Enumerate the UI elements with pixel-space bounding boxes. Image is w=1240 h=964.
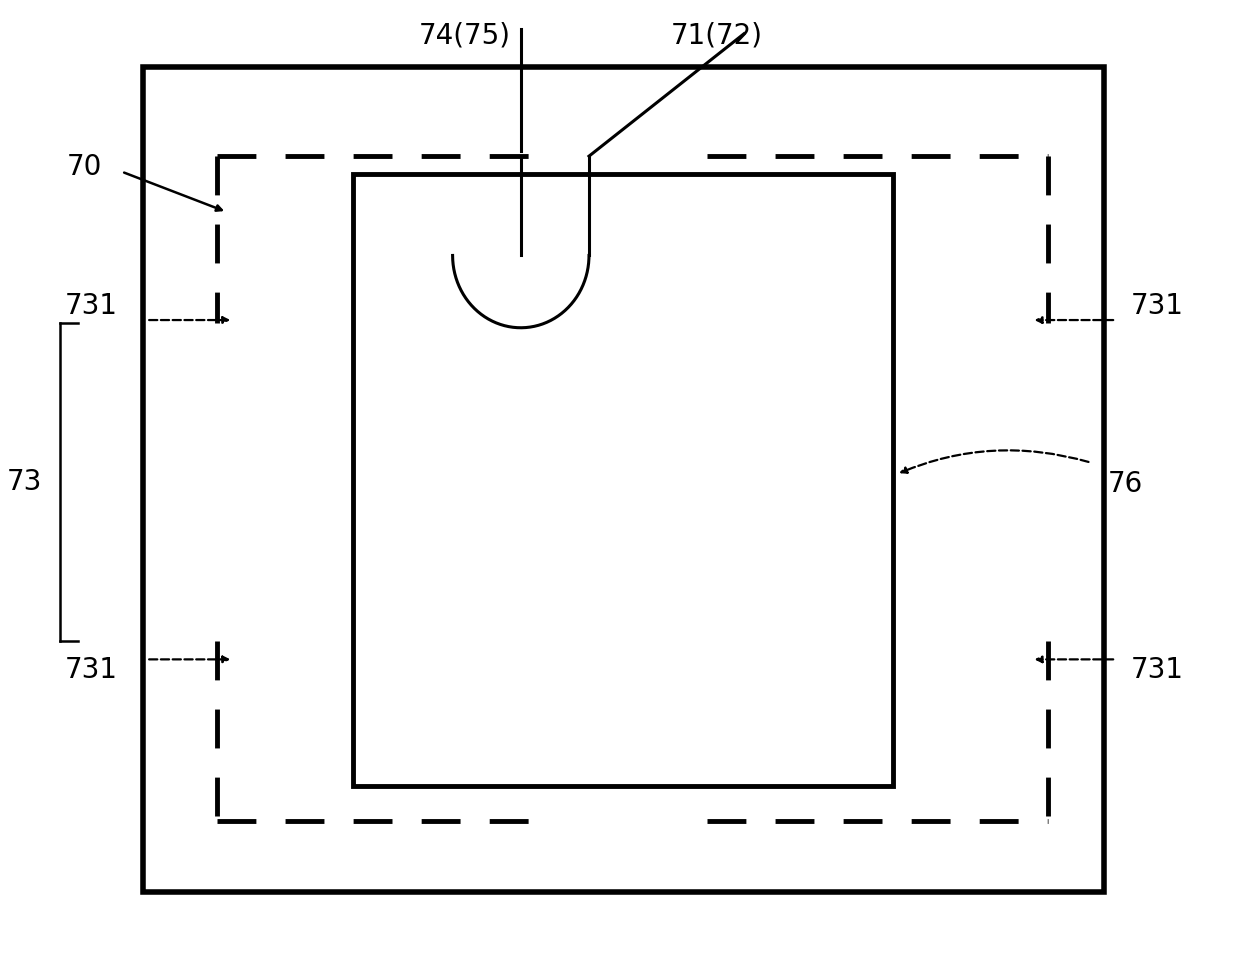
Text: 731: 731: [64, 656, 118, 684]
Bar: [353, 174, 893, 786]
Text: 76: 76: [1107, 469, 1142, 498]
Text: 731: 731: [1131, 656, 1184, 684]
Bar: [143, 67, 1104, 892]
Text: 70: 70: [67, 152, 102, 181]
Text: 74(75): 74(75): [419, 21, 511, 50]
Text: 731: 731: [1131, 291, 1184, 320]
Text: 71(72): 71(72): [671, 21, 763, 50]
Text: 731: 731: [64, 291, 118, 320]
Text: 73: 73: [7, 468, 42, 496]
